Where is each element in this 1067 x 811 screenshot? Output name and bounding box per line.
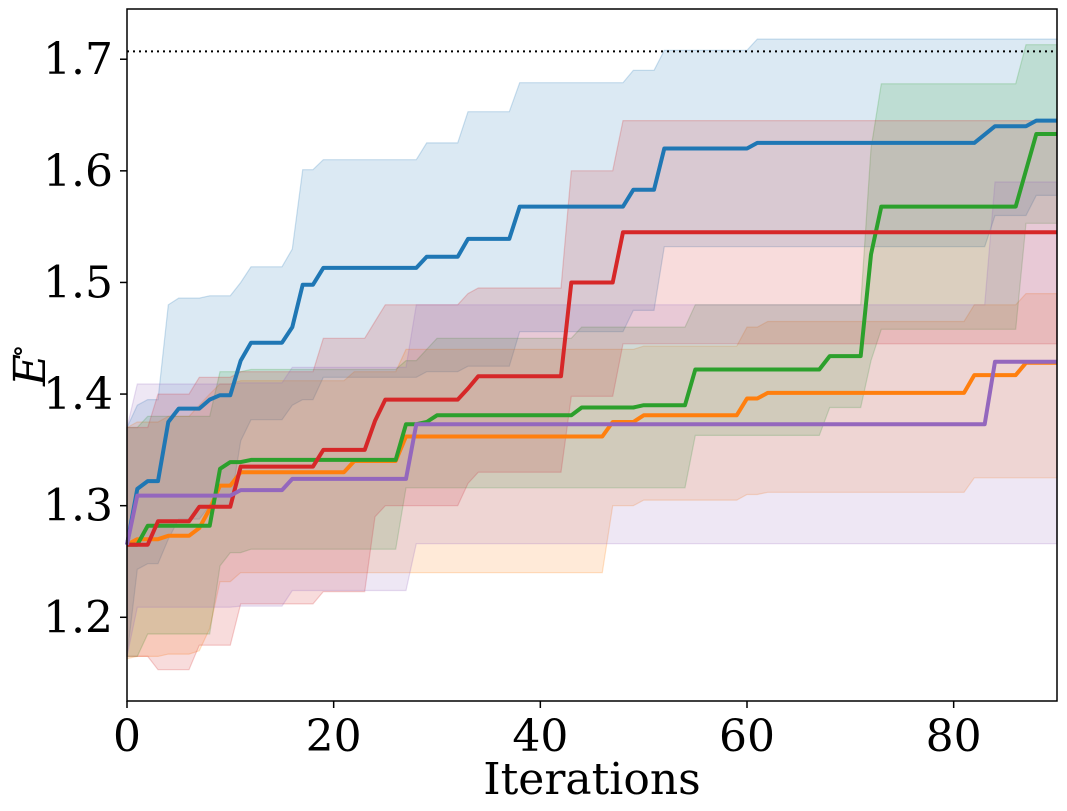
y-tick-label: 1.2 — [43, 592, 113, 643]
x-axis-ticks: 0 20 40 60 80 — [113, 701, 982, 762]
y-tick-label: 1.3 — [43, 481, 113, 532]
series-lines — [125, 118, 1057, 547]
y-tick-label: 1.5 — [43, 257, 113, 308]
y-axis-title-main: E — [5, 354, 56, 387]
confidence-bands — [126, 38, 1058, 671]
x-tick-label: 20 — [306, 711, 362, 762]
x-tick-label: 0 — [113, 711, 141, 762]
line-red — [127, 230, 1057, 547]
line-green — [127, 132, 1057, 547]
y-axis-title-superscript: ∘ — [1, 344, 34, 358]
y-tick-label: 1.7 — [43, 34, 113, 85]
x-tick-label: 60 — [719, 711, 775, 762]
line-blue — [125, 118, 1057, 546]
x-axis-title: Iterations — [483, 754, 701, 805]
x-tick-label: 40 — [512, 711, 568, 762]
line-orange — [126, 360, 1057, 547]
y-axis-ticks: 1.2 1.3 1.4 1.5 1.6 1.7 — [43, 34, 127, 643]
x-tick-label: 80 — [926, 711, 982, 762]
y-axis-title: E ∘ — [1, 344, 56, 387]
plot-frame — [126, 8, 1058, 702]
band-blue — [126, 38, 1058, 657]
y-tick-label: 1.6 — [43, 146, 113, 197]
line-purple — [125, 359, 1057, 546]
y-tick-label: 1.4 — [43, 369, 113, 420]
